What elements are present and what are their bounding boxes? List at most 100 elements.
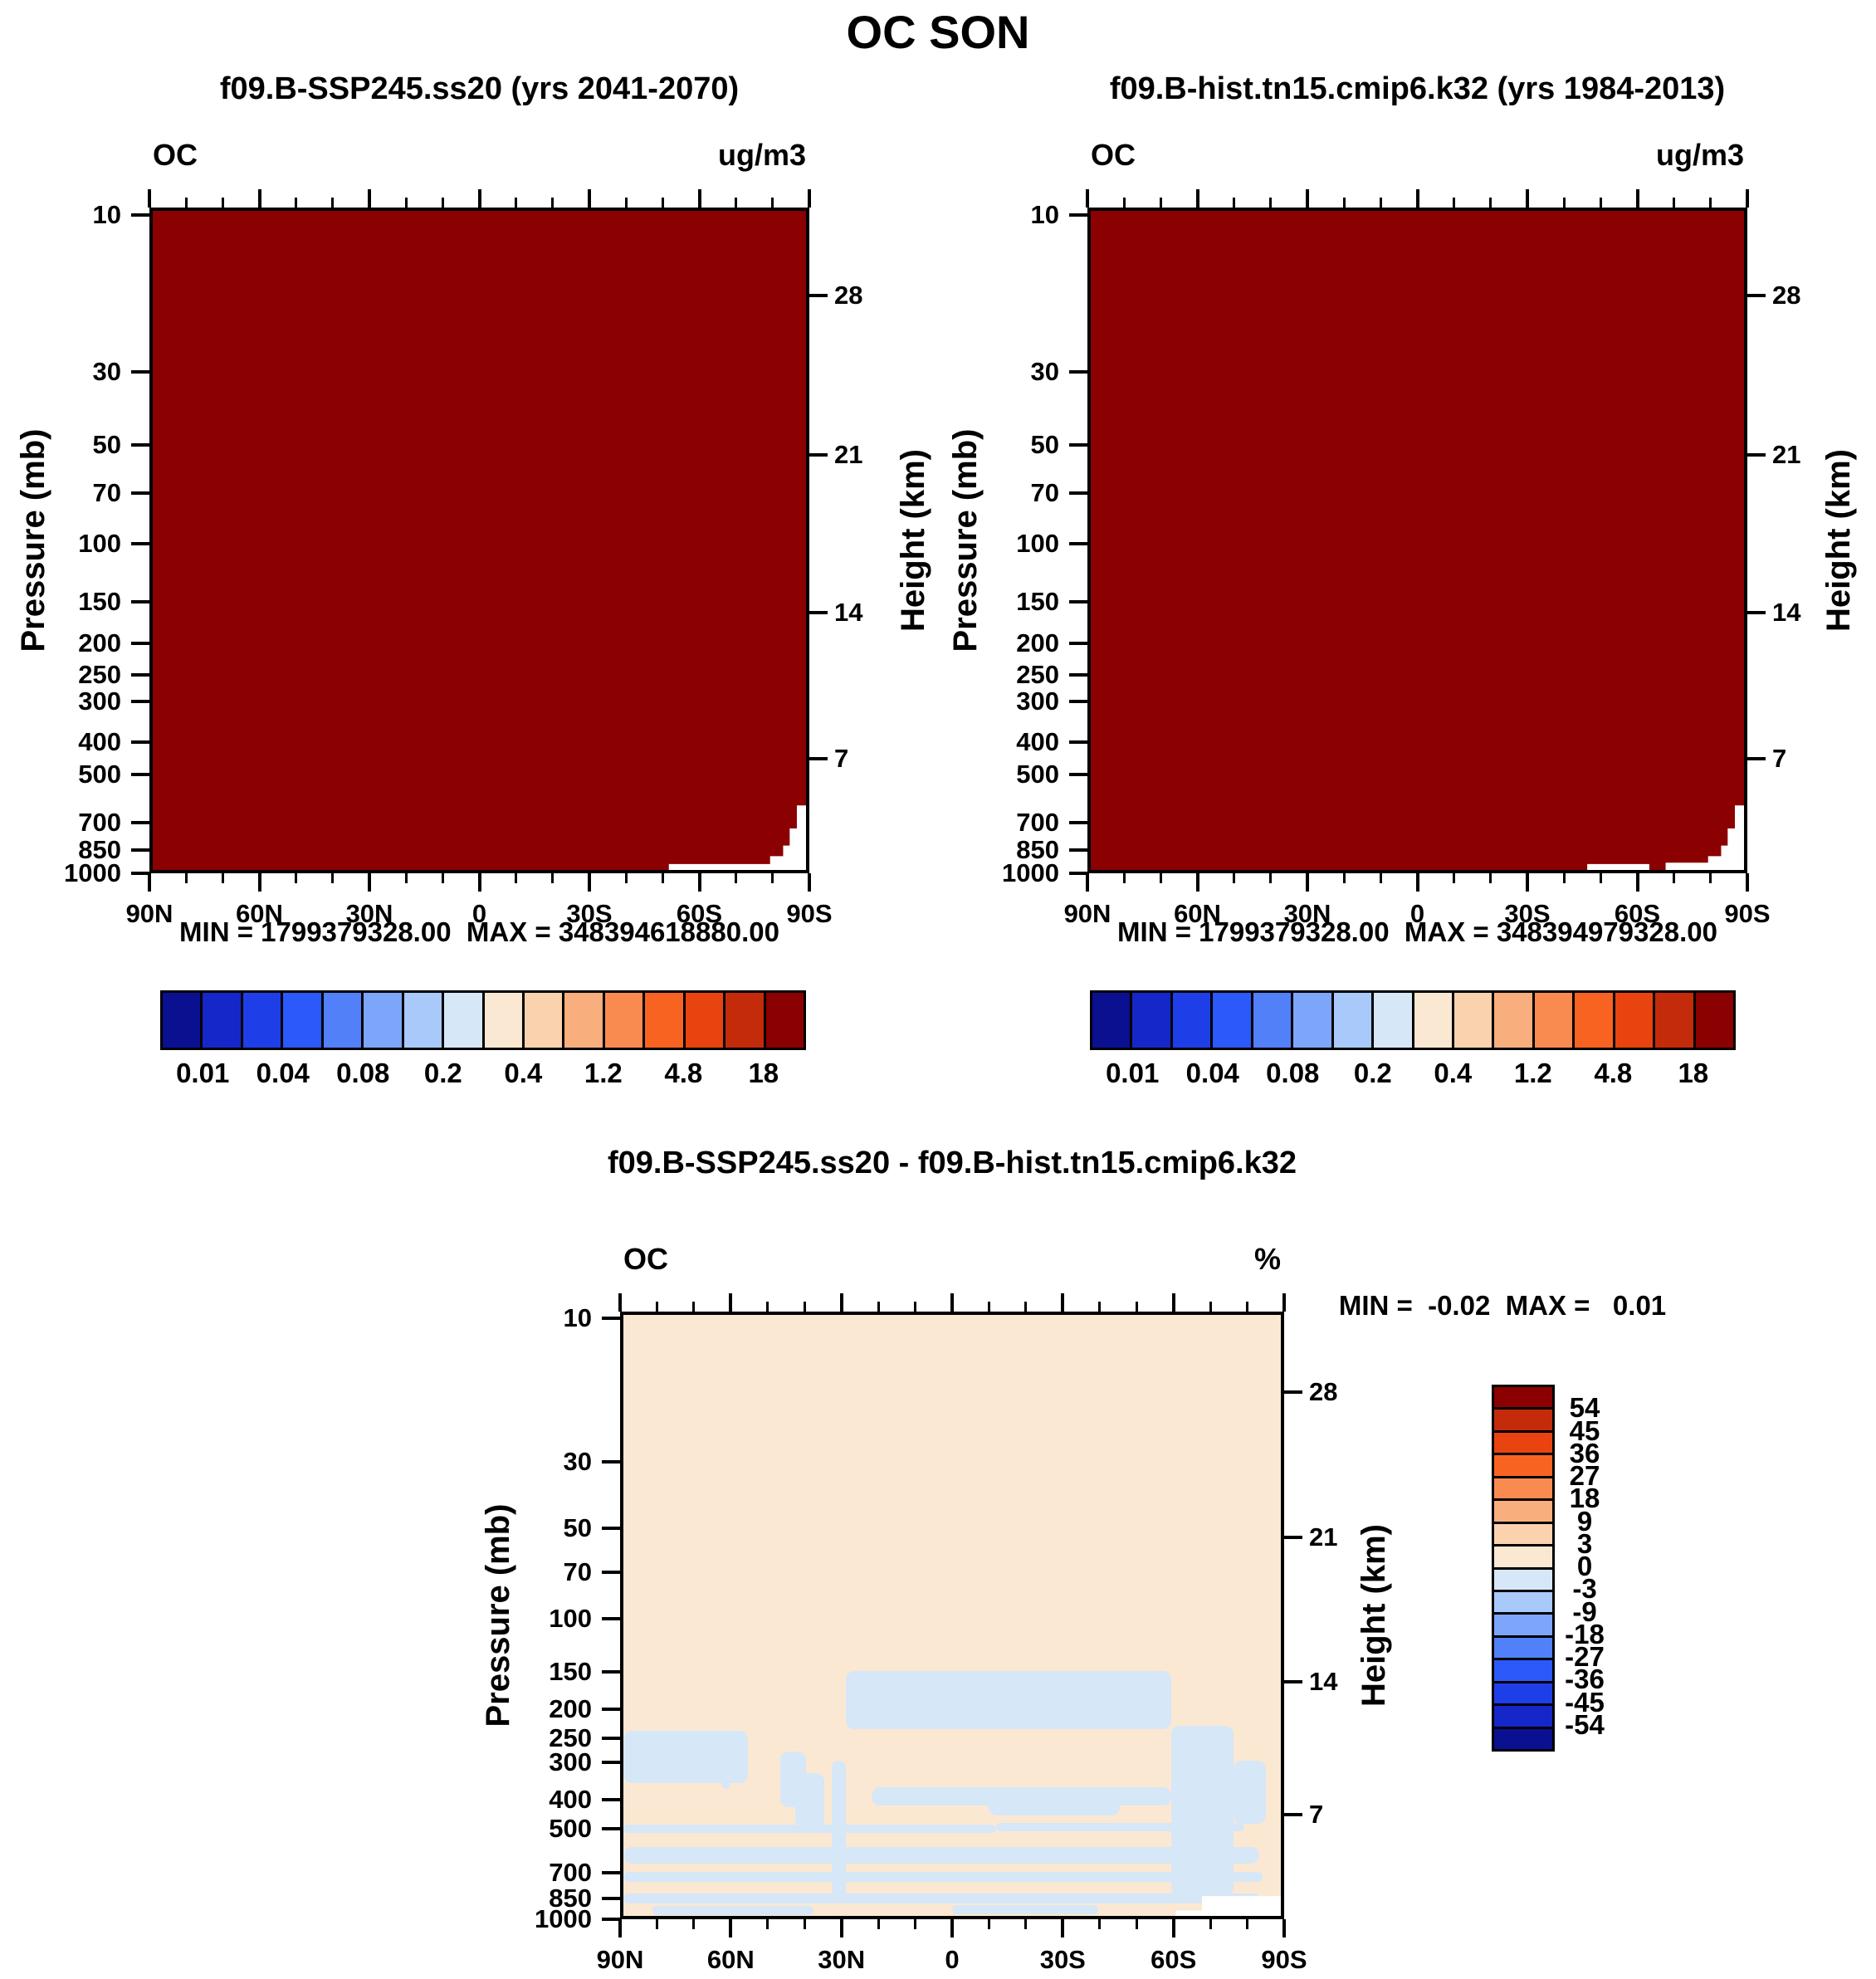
panel3-pressure-axis-title: Pressure (mb) [480,1503,516,1727]
colorbar-cell [281,993,321,1048]
latitude-tick [1282,1919,1286,1937]
latitude-tick [655,1919,658,1929]
pressure-tick [131,848,149,852]
colorbar-cell [442,993,482,1048]
colorbar-cell [1494,1429,1552,1454]
pressure-tick [1069,370,1087,374]
colorbar-cell [1653,993,1693,1048]
colorbar-cell [1693,993,1733,1048]
latitude-tick [1086,189,1089,208]
latitude-tick [1195,189,1199,208]
colorbar-cell [1494,1475,1552,1499]
pressure-tick [1069,872,1087,875]
pressure-tick [1069,740,1087,745]
main-title: OC SON [846,6,1030,58]
latitude-tick-label: 30N [818,1945,866,1974]
latitude-tick [618,1293,622,1312]
height-tick [809,452,828,457]
latitude-tick [697,873,701,892]
colorbar-label: -36 [1565,1664,1605,1695]
pressure-tick-label: 150 [549,1656,592,1686]
latitude-tick [729,1293,733,1312]
panel3-difference-colorbar: 54 45 36 27 18 9 3 0 -3 -9 -18 -27 -36 -45 -54 [1492,1385,1605,1752]
negative-anomaly-region [794,1772,824,1828]
latitude-tick [618,1919,622,1937]
negative-anomaly-region [623,1872,1263,1882]
negative-anomaly-region [623,1847,1259,1864]
pressure-tick-label: 250 [549,1723,592,1753]
panel1-pressure-axis-title: Pressure (mb) [15,428,51,652]
colorbar-cell [1494,1566,1552,1590]
panel1-subtitle: f09.B-SSP245.ss20 (yrs 2041-2070) [219,71,740,106]
latitude-tick [1086,873,1089,892]
pressure-tick-label: 1000 [535,1904,592,1933]
height-tick-label: 21 [1309,1522,1338,1551]
latitude-tick-label: 30N [1283,899,1331,928]
latitude-tick [441,198,444,208]
latitude-tick [1306,873,1309,892]
panel2-subtitle: f09.B-hist.tn15.cmip6.k32 (yrs 1984-2013… [1109,71,1726,106]
height-tick-label: 28 [834,280,863,310]
panel2-height-axis-title: Height (km) [1820,449,1857,632]
latitude-tick [914,1302,917,1312]
colorbar-cell [240,993,281,1048]
height-tick [1747,293,1766,297]
negative-anomaly-region [721,1734,730,1790]
latitude-tick-label: 30S [1504,899,1551,928]
latitude-tick [1269,873,1273,883]
colorbar-label: -9 [1572,1595,1597,1627]
pressure-tick [602,1669,620,1674]
latitude-tick [1159,198,1162,208]
colorbar-label: 0.01 [176,1058,230,1088]
colorbar-label: -18 [1565,1618,1605,1649]
pressure-tick-label: 700 [78,807,121,837]
colorbar-label: 54 [1569,1392,1600,1424]
colorbar-label: 0.04 [256,1058,310,1088]
latitude-tick [729,1919,733,1937]
latitude-tick [1159,873,1162,883]
latitude-tick [184,873,188,883]
colorbar-cell [1494,1726,1552,1749]
colorbar-label: 0.4 [504,1058,543,1088]
colorbar-cell [1331,993,1372,1048]
latitude-tick [551,873,554,883]
latitude-tick [331,873,335,883]
latitude-tick [697,189,701,208]
colorbar-label: 0.04 [1185,1058,1239,1088]
colorbar-label: 4.8 [664,1058,703,1088]
colorbar-label: 0.4 [1434,1058,1473,1088]
latitude-tick [1024,1302,1028,1312]
pressure-tick [131,699,149,703]
colorbar-cell [642,993,683,1048]
colorbar-label: 0.08 [336,1058,390,1088]
panel2-plot-area [1087,208,1747,873]
colorbar-cell [1451,993,1492,1048]
pressure-tick [131,673,149,677]
latitude-tick [1709,198,1712,208]
height-tick-label: 28 [1772,280,1801,310]
latitude-tick [950,1919,954,1937]
latitude-tick [1195,873,1199,892]
pressure-tick [1069,820,1087,824]
latitude-tick-label: 60N [236,899,283,928]
pressure-tick [131,772,149,776]
pressure-tick [131,542,149,546]
colorbar-cell [1371,993,1412,1048]
height-tick [809,757,828,761]
colorbar-label: 0.2 [1353,1058,1392,1088]
height-tick-label: 21 [1772,439,1801,469]
latitude-tick [1746,189,1749,208]
below-surface-mask [668,805,806,870]
colorbar-label: 1.2 [1513,1058,1552,1088]
colorbar-label: -27 [1565,1641,1605,1672]
pressure-tick [602,1870,620,1874]
negative-anomaly-region [652,1906,813,1916]
pressure-tick-label: 400 [1016,727,1059,757]
height-tick-label: 7 [834,744,849,774]
latitude-tick [477,189,481,208]
panel3-plot: 90N 60N 30N 0 30S 60S 90S 10 30 50 70 100 150 200 250 3… [535,1293,1337,1974]
colorbar-cell [1092,993,1131,1048]
negative-anomaly-region [989,1796,1121,1815]
pressure-tick-label: 300 [549,1747,592,1776]
latitude-tick [1269,198,1273,208]
